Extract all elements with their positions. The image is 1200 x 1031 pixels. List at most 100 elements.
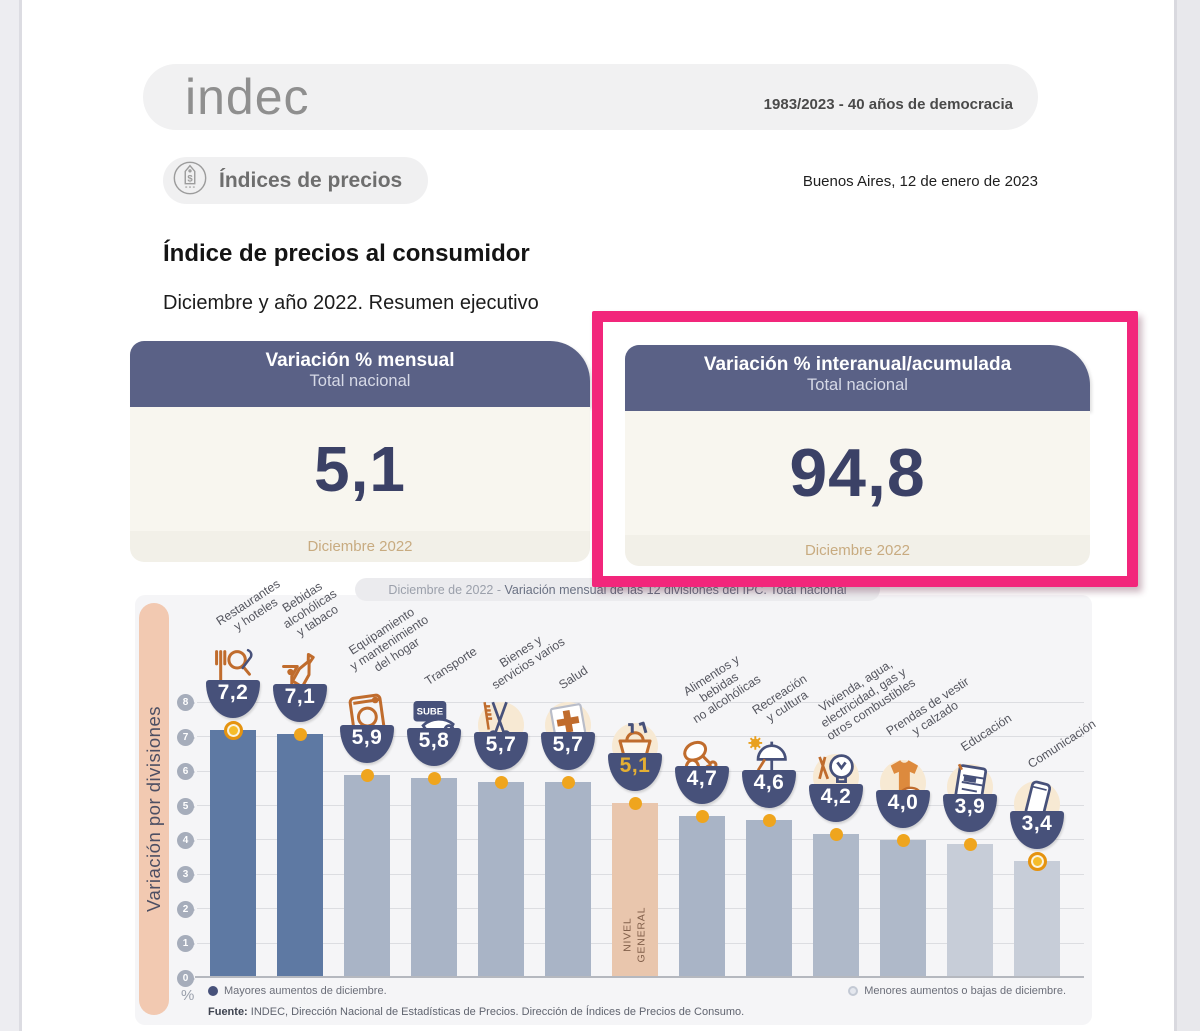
data-point-dot	[762, 813, 776, 827]
recreation-icon	[748, 735, 787, 776]
price-tag-icon: $	[171, 159, 209, 202]
category-label: Salud	[556, 662, 591, 692]
bar-value: 4,2	[820, 784, 852, 808]
bar	[746, 819, 792, 978]
icon-wrap	[739, 732, 799, 786]
bar	[210, 730, 256, 978]
y-axis-label: Variación por divisiones	[143, 705, 164, 912]
bar	[947, 843, 993, 978]
page-title: Índice de precios al consumidor	[163, 240, 530, 267]
axis-tick: 1	[177, 935, 195, 953]
legend-item-mayores: Mayores aumentos de diciembre.	[208, 985, 387, 997]
badge-label: Índices de precios	[219, 168, 403, 192]
card-body: 94,8	[625, 411, 1090, 535]
value-bowl: 5,7	[541, 731, 595, 770]
axis-tick: 8	[177, 694, 195, 712]
yearly-variation-card: Variación % interanual/acumulada Total n…	[625, 345, 1090, 566]
bar-value: 5,7	[485, 732, 517, 756]
bar	[411, 778, 457, 978]
bar-value: 5,8	[418, 729, 450, 753]
value-bowl: 4,2	[809, 783, 863, 822]
legend-dot-dark	[208, 986, 218, 996]
data-point-dot	[896, 834, 910, 848]
category-label: Bebidas alcohólicas y tabaco	[279, 579, 341, 640]
data-point-dot	[829, 827, 843, 841]
bar-value: 4,0	[887, 791, 919, 815]
value-bowl: 4,7	[675, 766, 729, 805]
bar-value: 5,9	[351, 726, 383, 750]
x-axis-line	[195, 976, 1084, 978]
indec-logo: indec	[185, 69, 310, 125]
svg-text:SUBE: SUBE	[417, 707, 444, 718]
category-label: Transporte	[422, 644, 480, 689]
value-bowl: 5,7	[474, 731, 528, 770]
report-type-badge: $ Índices de precios	[163, 157, 429, 204]
data-point-dot	[628, 796, 642, 810]
dateline: Buenos Aires, 12 de enero de 2023	[802, 173, 1038, 190]
monthly-variation-card: Variación % mensual Total nacional 5,1 D…	[130, 341, 590, 562]
value-bowl: 5,9	[340, 725, 394, 764]
category-label: Equipamiento y mantenimiento del hogar	[346, 604, 431, 675]
bar	[679, 816, 725, 978]
bar	[1014, 861, 1060, 978]
monthly-variation-value: 5,1	[314, 433, 406, 505]
value-bowl: 7,1	[273, 683, 327, 722]
source-note: Fuente: INDEC, Dirección Nacional de Est…	[208, 1006, 744, 1018]
chart-title-prefix: Diciembre de 2022 -	[388, 582, 505, 597]
svg-text:$: $	[187, 173, 193, 184]
axis-tick: 7	[177, 728, 195, 746]
yearly-variation-value: 94,8	[789, 435, 926, 511]
bar	[612, 802, 658, 978]
bar-value: 5,7	[552, 732, 584, 756]
bar	[545, 781, 591, 978]
viewer-backdrop-left	[0, 0, 22, 1031]
data-point-dot	[561, 775, 575, 789]
bar-value: 5,1	[619, 753, 651, 777]
gridline	[197, 701, 1084, 703]
data-point-dot	[293, 727, 307, 741]
axis-tick: 2	[177, 900, 195, 918]
bar	[344, 775, 390, 978]
card-period: Diciembre 2022	[130, 531, 590, 562]
card-title: Variación % mensual	[265, 350, 455, 371]
value-bowl: 5,1	[608, 752, 662, 791]
grooming-icon	[483, 701, 511, 740]
data-point-dot	[695, 810, 709, 824]
bar	[277, 733, 323, 978]
legend-dot-light	[848, 986, 859, 996]
bar-value: 7,1	[284, 684, 316, 708]
data-point-dot	[427, 772, 441, 786]
legend-label: Mayores aumentos de diciembre.	[224, 985, 387, 997]
value-bowl: 5,8	[407, 728, 461, 767]
card-header: Variación % mensual Total nacional	[130, 341, 590, 407]
data-point-dot	[1027, 852, 1047, 872]
legend-item-menores: Menores aumentos o bajas de diciembre.	[848, 985, 1066, 997]
value-bowl: 4,0	[876, 790, 930, 829]
bar-value: 4,7	[686, 767, 718, 791]
card-header: Variación % interanual/acumulada Total n…	[625, 345, 1090, 411]
nivel-general-label: NIVEL GENERAL	[621, 906, 647, 963]
bar-value: 7,2	[217, 681, 249, 705]
header-band	[143, 64, 1038, 130]
democracy-slogan: 1983/2023 - 40 años de democracia	[763, 96, 1013, 113]
category-label: Bienes y servicios varios	[489, 632, 568, 692]
y-axis-band: Variación por divisiones	[139, 603, 169, 1015]
legend-row: Mayores aumentos de diciembre. Menores a…	[135, 985, 1092, 999]
bar-value: 3,9	[954, 794, 986, 818]
card-title: Variación % interanual/acumulada	[703, 354, 1012, 375]
card-subtitle: Total nacional	[807, 376, 908, 394]
data-point-dot	[360, 769, 374, 783]
data-point-dot	[494, 775, 508, 789]
bar	[880, 840, 926, 978]
axis-tick: 6	[177, 763, 195, 781]
value-bowl: 4,6	[742, 769, 796, 808]
plot-area: Variación por divisiones % Mayores aumen…	[135, 577, 1098, 1025]
value-bowl: 3,9	[943, 793, 997, 832]
axis-tick: 3	[177, 866, 195, 884]
annotation-highlight-box	[592, 311, 1138, 587]
unit-label: %	[181, 987, 195, 1004]
axis-tick: 5	[177, 797, 195, 815]
bar	[813, 833, 859, 978]
source-text: INDEC, Dirección Nacional de Estadística…	[247, 1006, 745, 1018]
